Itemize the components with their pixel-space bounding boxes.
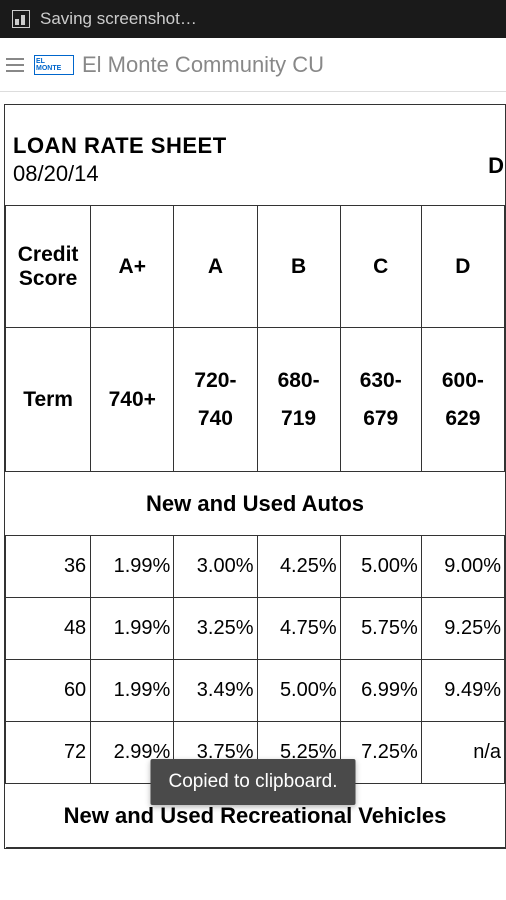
cell: n/a xyxy=(421,722,504,784)
cell: 9.00% xyxy=(421,536,504,598)
score-range: 720-740 xyxy=(174,328,257,472)
status-bar: Saving screenshot… xyxy=(0,0,506,38)
score-range: 630-679 xyxy=(340,328,421,472)
col-header: A+ xyxy=(91,206,174,328)
col-header: D xyxy=(421,206,504,328)
page-title: El Monte Community CU xyxy=(82,52,324,78)
app-header: EL MONTE El Monte Community CU xyxy=(0,38,506,92)
col-header: C xyxy=(340,206,421,328)
cell: 9.49% xyxy=(421,660,504,722)
doc-date: 08/20/14 xyxy=(13,161,497,187)
table-header-row: Credit Score A+ A B C D xyxy=(6,206,505,328)
cell: 3.49% xyxy=(174,660,257,722)
cell: 48 xyxy=(6,598,91,660)
cell: 3.00% xyxy=(174,536,257,598)
table-row: 36 1.99% 3.00% 4.25% 5.00% 9.00% xyxy=(6,536,505,598)
term-header: Term xyxy=(6,328,91,472)
table-term-row: Term 740+ 720-740 680-719 630-679 600-62… xyxy=(6,328,505,472)
cell: 1.99% xyxy=(91,536,174,598)
table-row: 48 1.99% 3.25% 4.75% 5.75% 9.25% xyxy=(6,598,505,660)
col-header: Credit Score xyxy=(6,206,91,328)
document: LOAN RATE SHEET 08/20/14 D Credit Score … xyxy=(4,104,506,849)
screenshot-icon xyxy=(12,10,30,28)
logo: EL MONTE xyxy=(34,55,74,75)
cell: 9.25% xyxy=(421,598,504,660)
cell: 36 xyxy=(6,536,91,598)
cell: 3.25% xyxy=(174,598,257,660)
cell: 5.00% xyxy=(340,536,421,598)
cell: 4.75% xyxy=(257,598,340,660)
cell: 72 xyxy=(6,722,91,784)
table-row: 60 1.99% 3.49% 5.00% 6.99% 9.49% xyxy=(6,660,505,722)
cell: 5.00% xyxy=(257,660,340,722)
doc-title: LOAN RATE SHEET xyxy=(13,133,497,159)
cell: 6.99% xyxy=(340,660,421,722)
rate-table: Credit Score A+ A B C D Term 740+ 720-74… xyxy=(5,205,505,848)
cell: 4.25% xyxy=(257,536,340,598)
col-header: A xyxy=(174,206,257,328)
cell: 1.99% xyxy=(91,598,174,660)
col-header: B xyxy=(257,206,340,328)
doc-right-fragment: D xyxy=(488,153,504,179)
section-label: New and Used Autos xyxy=(6,472,505,536)
score-range: 600-629 xyxy=(421,328,504,472)
status-text: Saving screenshot… xyxy=(40,9,197,29)
doc-header: LOAN RATE SHEET 08/20/14 xyxy=(5,105,505,205)
cell: 1.99% xyxy=(91,660,174,722)
toast-message: Copied to clipboard. xyxy=(169,771,338,792)
toast: Copied to clipboard. xyxy=(151,759,356,805)
section-autos: New and Used Autos xyxy=(6,472,505,536)
score-range: 680-719 xyxy=(257,328,340,472)
cell: 60 xyxy=(6,660,91,722)
menu-icon[interactable] xyxy=(6,58,24,72)
cell: 5.75% xyxy=(340,598,421,660)
score-range: 740+ xyxy=(91,328,174,472)
